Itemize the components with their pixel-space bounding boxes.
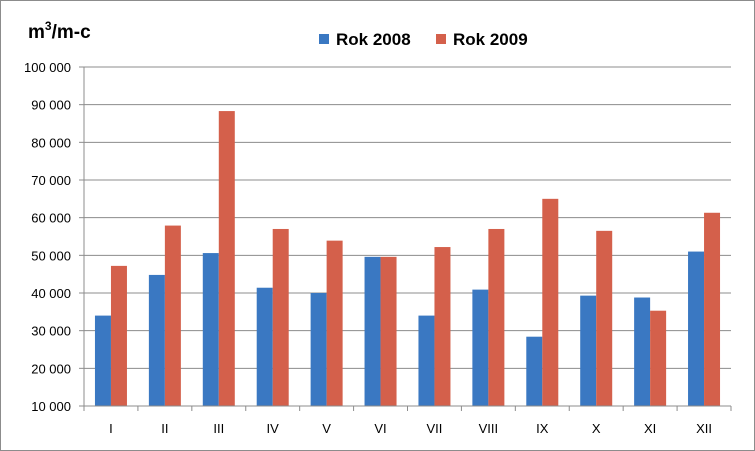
x-axis-ticks: I II III IV V VI VII VIII IX X XI XII xyxy=(83,406,732,436)
y-tick-label: 60 000 xyxy=(31,211,71,226)
axes xyxy=(83,67,731,407)
bar-2009-IV xyxy=(272,228,289,406)
bar-2009-II xyxy=(164,225,181,406)
bar-2008-XI xyxy=(634,297,651,406)
legend-swatch-2009 xyxy=(436,34,446,44)
bar-2008-III xyxy=(202,253,219,406)
bar-2008-V xyxy=(310,293,327,406)
bar-2008-VII xyxy=(418,315,435,406)
x-tick-label: VIII xyxy=(479,421,499,436)
bars xyxy=(94,111,721,406)
bar-2009-VII xyxy=(434,247,451,406)
legend-label-2008: Rok 2008 xyxy=(336,30,411,49)
y-tick-label: 80 000 xyxy=(31,135,71,150)
y-tick-label: 20 000 xyxy=(31,361,71,376)
x-tick-label: III xyxy=(213,421,224,436)
bar-2009-XI xyxy=(650,310,667,406)
y-tick-label: 10 000 xyxy=(31,399,71,414)
x-tick-label: VII xyxy=(427,421,443,436)
y-tick-label: 100 000 xyxy=(24,60,71,75)
legend: Rok 2008 Rok 2009 xyxy=(319,30,528,49)
legend-swatch-2008 xyxy=(319,34,329,44)
bar-2009-VIII xyxy=(488,228,505,406)
y-axis-unit-exponent: 3 xyxy=(45,19,52,33)
bar-2008-XII xyxy=(688,251,705,406)
bar-2009-VI xyxy=(380,256,397,406)
bar-2009-III xyxy=(218,111,235,406)
x-tick-label: IX xyxy=(536,421,549,436)
y-axis-unit-label: m3/m-c xyxy=(28,19,91,43)
bar-2008-IV xyxy=(256,287,273,406)
x-tick-label: I xyxy=(109,421,113,436)
bar-2008-VIII xyxy=(472,289,489,406)
x-tick-label: XI xyxy=(644,421,656,436)
legend-label-2009: Rok 2009 xyxy=(453,30,528,49)
bar-2008-I xyxy=(94,315,111,406)
y-axis-unit-base: m xyxy=(28,22,45,43)
y-tick-label: 90 000 xyxy=(31,98,71,113)
y-axis-ticks: 10 000 20 000 30 000 40 000 50 000 60 000 70 0… xyxy=(24,60,84,414)
bar-2009-V xyxy=(326,240,343,406)
y-tick-label: 70 000 xyxy=(31,173,71,188)
x-tick-label: V xyxy=(322,421,331,436)
x-tick-label: XII xyxy=(696,421,712,436)
x-tick-label: II xyxy=(161,421,168,436)
x-tick-label: X xyxy=(592,421,601,436)
bar-2008-II xyxy=(148,274,165,406)
bar-2009-XII xyxy=(704,212,721,406)
bar-2009-IX xyxy=(542,198,559,406)
gridlines xyxy=(84,66,731,369)
y-tick-label: 30 000 xyxy=(31,324,71,339)
bar-2009-I xyxy=(110,265,127,406)
y-tick-label: 40 000 xyxy=(31,286,71,301)
bar-2008-IX xyxy=(526,336,543,406)
x-tick-label: IV xyxy=(267,421,280,436)
bar-2008-X xyxy=(580,295,597,406)
bar-2009-X xyxy=(596,230,613,406)
bar-2008-VI xyxy=(364,256,381,406)
x-tick-label: VI xyxy=(374,421,386,436)
y-tick-label: 50 000 xyxy=(31,248,71,263)
y-axis-unit-suffix: /m-c xyxy=(52,22,92,43)
